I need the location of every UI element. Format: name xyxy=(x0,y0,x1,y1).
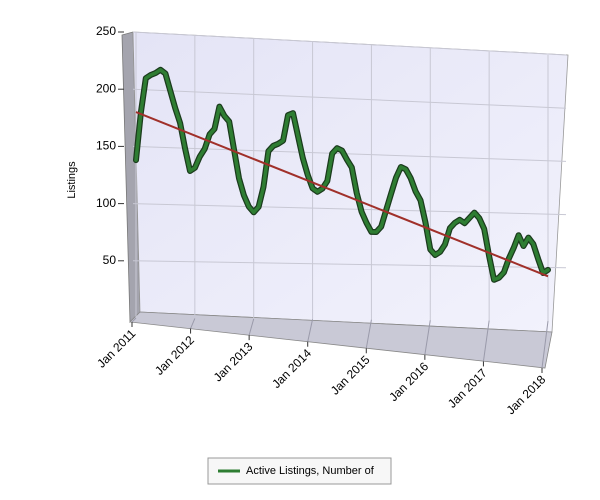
series-line xyxy=(134,68,550,282)
grid-line xyxy=(132,203,567,216)
floor-line xyxy=(307,319,314,342)
y-tick-label: 250 xyxy=(96,24,116,38)
x-tick-label: Jan 2013 xyxy=(211,339,256,384)
y-tick-label: 150 xyxy=(96,139,116,153)
grid-line xyxy=(132,31,567,56)
floor-line xyxy=(482,320,490,362)
back-wall xyxy=(132,31,569,333)
x-tick-label: Jan 2015 xyxy=(328,353,373,398)
x-tick-label: Jan 2017 xyxy=(445,366,490,411)
floor xyxy=(129,311,553,369)
x-tick-label: Jan 2011 xyxy=(94,326,138,370)
floor-line xyxy=(365,319,372,349)
x-tick-label: Jan 2014 xyxy=(269,346,314,391)
trend-line xyxy=(135,111,549,278)
y-axis-title: Listings xyxy=(66,161,78,199)
y-tick-label: 200 xyxy=(96,81,116,95)
floor-line xyxy=(541,320,549,369)
floor-line xyxy=(424,320,431,355)
x-tick-label: Jan 2016 xyxy=(386,359,431,404)
legend-label: Active Listings, Number of xyxy=(246,465,375,477)
grid-line xyxy=(132,88,567,109)
x-tick-label: Jan 2012 xyxy=(152,333,197,378)
floor-line xyxy=(248,318,255,336)
floor-line xyxy=(190,318,196,329)
floor-line xyxy=(131,317,137,323)
y-tick-label: 50 xyxy=(103,253,117,267)
y-tick-label: 100 xyxy=(96,196,116,210)
x-tick-label: Jan 2018 xyxy=(504,372,549,417)
